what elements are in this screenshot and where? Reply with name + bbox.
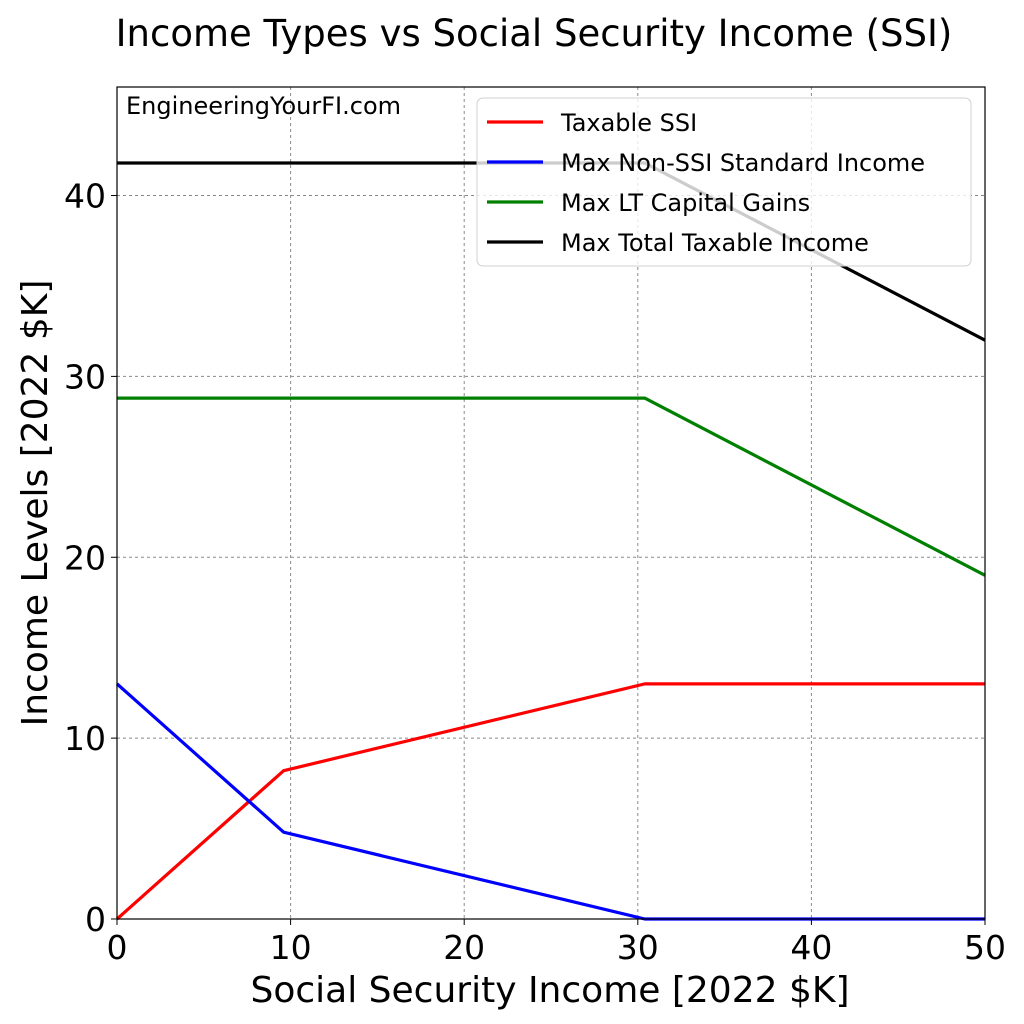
series-lines — [115, 161, 986, 921]
series-line-1 — [115, 682, 985, 921]
y-axis-label: Income Levels [2022 $K] — [15, 280, 56, 727]
y-tick-label: 30 — [64, 357, 106, 396]
x-tick-label: 0 — [107, 928, 128, 967]
series-line-2 — [117, 396, 986, 577]
x-tick-label: 50 — [964, 928, 1006, 967]
legend-box — [476, 97, 972, 267]
y-tick-label: 10 — [64, 719, 106, 758]
x-tick-label: 20 — [443, 928, 485, 967]
legend-entry: Taxable SSI — [560, 109, 697, 137]
y-tick-label: 0 — [85, 900, 106, 939]
y-tick-labels: 0 10 20 30 40 — [64, 177, 117, 939]
y-tick-label: 40 — [64, 177, 106, 216]
plot-frame — [116, 86, 986, 920]
x-tick-label: 40 — [790, 928, 832, 967]
legend-entry: Max Non-SSI Standard Income — [561, 149, 925, 177]
y-tick-label: 20 — [64, 538, 106, 577]
x-tick-labels: 0 10 20 30 40 50 — [107, 919, 1006, 967]
watermark: EngineeringYourFI.com — [126, 92, 401, 120]
series-line-0 — [115, 682, 985, 921]
legend: Taxable SSI Max Non-SSI Standard Income Ma… — [476, 97, 972, 267]
chart-title: Income Types vs Social Security Income (… — [116, 12, 953, 55]
legend-entry: Max LT Capital Gains — [561, 189, 810, 217]
x-axis-label: Social Security Income [2022 $K] — [250, 970, 849, 1011]
x-tick-label: 10 — [270, 928, 312, 967]
legend-entry: Max Total Taxable Income — [561, 229, 869, 257]
x-tick-label: 30 — [617, 928, 659, 967]
